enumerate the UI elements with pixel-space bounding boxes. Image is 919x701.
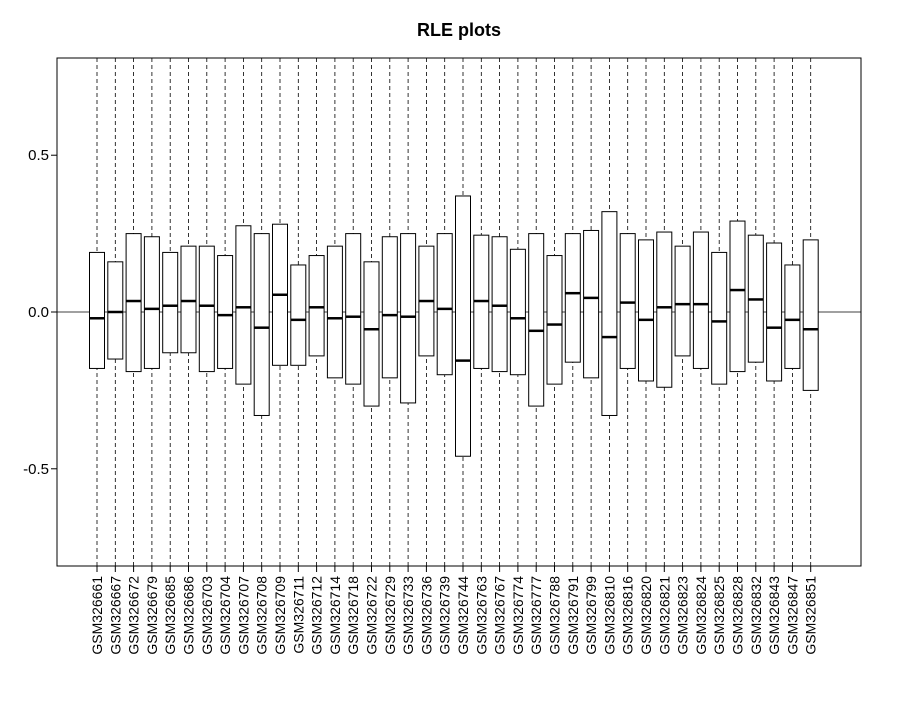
x-tick-label: GSM326820 (638, 576, 654, 655)
x-tick-label: GSM326851 (803, 576, 819, 655)
box (509, 248, 526, 376)
x-tick-label: GSM326821 (656, 576, 672, 655)
x-tick-label: GSM326708 (254, 576, 270, 655)
chart-title: RLE plots (417, 20, 501, 40)
x-tick-label: GSM326777 (528, 576, 544, 655)
x-tick-label: GSM326707 (235, 576, 251, 655)
x-tick-label: GSM326824 (693, 576, 709, 655)
x-tick-label: GSM326774 (510, 576, 526, 655)
box (180, 245, 197, 354)
x-tick-label: GSM326667 (107, 576, 123, 655)
box (436, 233, 453, 376)
x-tick-label: GSM326816 (620, 576, 636, 655)
box (345, 233, 362, 385)
x-tick-label: GSM326847 (784, 576, 800, 655)
box (217, 255, 234, 369)
x-tick-label: GSM326672 (126, 576, 142, 655)
box (381, 236, 398, 379)
x-tick-label: GSM326711 (290, 576, 306, 654)
box (125, 233, 142, 373)
y-axis: -0.5 0.0 0.5 (23, 147, 58, 478)
box (564, 233, 581, 363)
box (802, 239, 819, 391)
box (784, 264, 801, 369)
x-tick-label: GSM326832 (748, 576, 764, 655)
box (729, 220, 746, 373)
x-tick-label: GSM326828 (730, 576, 746, 655)
y-tick-label: -0.5 (23, 461, 49, 478)
y-tick-label: 0.5 (28, 147, 49, 164)
x-tick-label: GSM326744 (455, 576, 471, 655)
box (326, 245, 343, 379)
x-tick-label: GSM326712 (309, 576, 325, 655)
box (143, 236, 160, 369)
box (89, 251, 105, 369)
box (692, 231, 709, 369)
box (308, 255, 325, 357)
box-layer (89, 195, 819, 457)
box (198, 245, 215, 373)
x-tick-label: GSM326661 (89, 576, 105, 655)
box (363, 261, 380, 407)
x-tick-label: GSM326799 (583, 576, 599, 655)
x-tick-label: GSM326810 (601, 576, 617, 655)
box (290, 264, 307, 366)
x-tick-label: GSM326714 (327, 576, 343, 655)
box (619, 233, 636, 369)
x-tick-label: GSM326736 (418, 576, 434, 655)
x-tick-label: GSM326843 (766, 576, 782, 655)
box (711, 251, 728, 385)
box (235, 225, 252, 385)
x-tick-label: GSM326703 (199, 576, 215, 655)
box (583, 229, 600, 379)
box (766, 242, 783, 382)
y-tick-label: 0.0 (28, 304, 49, 321)
x-tick-label: GSM326722 (364, 576, 380, 655)
box (491, 236, 508, 373)
box (455, 195, 471, 457)
box (253, 233, 270, 416)
x-tick-label: GSM326763 (473, 576, 489, 655)
x-tick-label: GSM326718 (345, 576, 361, 655)
box (528, 233, 545, 407)
x-tick-label: GSM326729 (382, 576, 398, 655)
x-tick-label: GSM326739 (437, 576, 453, 655)
x-tick-label: GSM326825 (711, 576, 727, 655)
x-tick-label: GSM326791 (565, 576, 581, 655)
x-tick-label: GSM326685 (162, 576, 178, 655)
x-tick-label: GSM326823 (675, 576, 691, 655)
x-tick-label: GSM326679 (144, 576, 160, 655)
box (674, 245, 691, 357)
box (601, 211, 618, 416)
x-tick-label: GSM326686 (181, 576, 197, 655)
box (107, 261, 124, 360)
x-axis: GSM326661 GSM326667 GSM326672 GSM326679 GSM3… (89, 565, 819, 655)
x-tick-label: GSM326709 (272, 576, 288, 655)
box (546, 255, 563, 385)
x-tick-label: GSM326733 (400, 576, 416, 655)
box (400, 233, 417, 404)
x-tick-label: GSM326704 (217, 576, 233, 655)
box (638, 239, 654, 382)
box (162, 251, 179, 354)
x-tick-label: GSM326788 (547, 576, 563, 655)
box (656, 231, 673, 388)
x-tick-label: GSM326767 (492, 576, 508, 655)
